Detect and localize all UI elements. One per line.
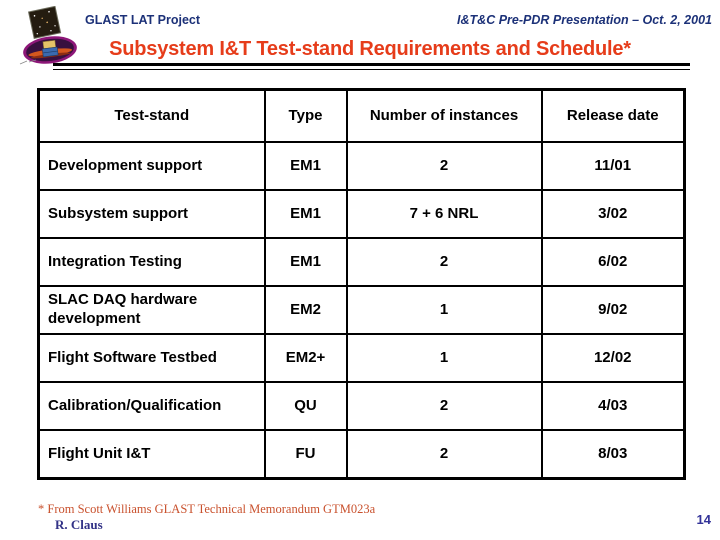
glast-logo-icon xyxy=(19,6,77,65)
cell-type: EM1 xyxy=(263,237,348,287)
footnote: * From Scott Williams GLAST Technical Me… xyxy=(38,502,376,516)
test-stand-table: Test-stand Type Number of instances Rele… xyxy=(37,88,686,480)
author-label: R. Claus xyxy=(55,517,103,532)
table-row: Flight Unit I&T FU 2 8/03 xyxy=(37,429,686,480)
table-row: Subsystem support EM1 7 + 6 NRL 3/02 xyxy=(37,189,686,239)
cell-release-date: 6/02 xyxy=(540,237,686,287)
column-header-release-date: Release date xyxy=(540,88,686,143)
cell-test-stand: Flight Unit I&T xyxy=(37,429,266,480)
cell-test-stand: SLAC DAQ hardware development xyxy=(37,285,266,335)
cell-release-date: 12/02 xyxy=(540,333,686,383)
table-row: Calibration/Qualification QU 2 4/03 xyxy=(37,381,686,431)
column-header-instances: Number of instances xyxy=(345,88,543,143)
cell-release-date: 8/03 xyxy=(540,429,686,480)
cell-type: EM1 xyxy=(263,141,348,191)
cell-release-date: 3/02 xyxy=(540,189,686,239)
cell-instances: 1 xyxy=(345,285,543,335)
cell-type: QU xyxy=(263,381,348,431)
cell-release-date: 9/02 xyxy=(540,285,686,335)
table-row: Flight Software Testbed EM2+ 1 12/02 xyxy=(37,333,686,383)
page-number: 14 xyxy=(696,512,711,527)
cell-type: EM2 xyxy=(263,285,348,335)
cell-instances: 2 xyxy=(345,429,543,480)
column-header-test-stand: Test-stand xyxy=(37,88,266,143)
cell-instances: 1 xyxy=(345,333,543,383)
cell-test-stand: Development support xyxy=(37,141,266,191)
cell-type: EM1 xyxy=(263,189,348,239)
table-header-row: Test-stand Type Number of instances Rele… xyxy=(37,88,686,143)
header-presentation-label: I&T&C Pre-PDR Presentation – Oct. 2, 200… xyxy=(457,13,712,27)
table-row: Development support EM1 2 11/01 xyxy=(37,141,686,191)
cell-test-stand: Calibration/Qualification xyxy=(37,381,266,431)
cell-test-stand: Flight Software Testbed xyxy=(37,333,266,383)
title-underline xyxy=(53,63,690,70)
table-row: Integration Testing EM1 2 6/02 xyxy=(37,237,686,287)
slide-title: Subsystem I&T Test-stand Requirements an… xyxy=(109,38,631,60)
cell-release-date: 4/03 xyxy=(540,381,686,431)
cell-type: FU xyxy=(263,429,348,480)
cell-test-stand: Subsystem support xyxy=(37,189,266,239)
table-row: SLAC DAQ hardware development EM2 1 9/02 xyxy=(37,285,686,335)
cell-test-stand: Integration Testing xyxy=(37,237,266,287)
cell-instances: 2 xyxy=(345,141,543,191)
column-header-type: Type xyxy=(263,88,348,143)
cell-instances: 2 xyxy=(345,381,543,431)
cell-type: EM2+ xyxy=(263,333,348,383)
header-project-label: GLAST LAT Project xyxy=(85,13,201,27)
cell-instances: 7 + 6 NRL xyxy=(345,189,543,239)
cell-instances: 2 xyxy=(345,237,543,287)
cell-release-date: 11/01 xyxy=(540,141,686,191)
